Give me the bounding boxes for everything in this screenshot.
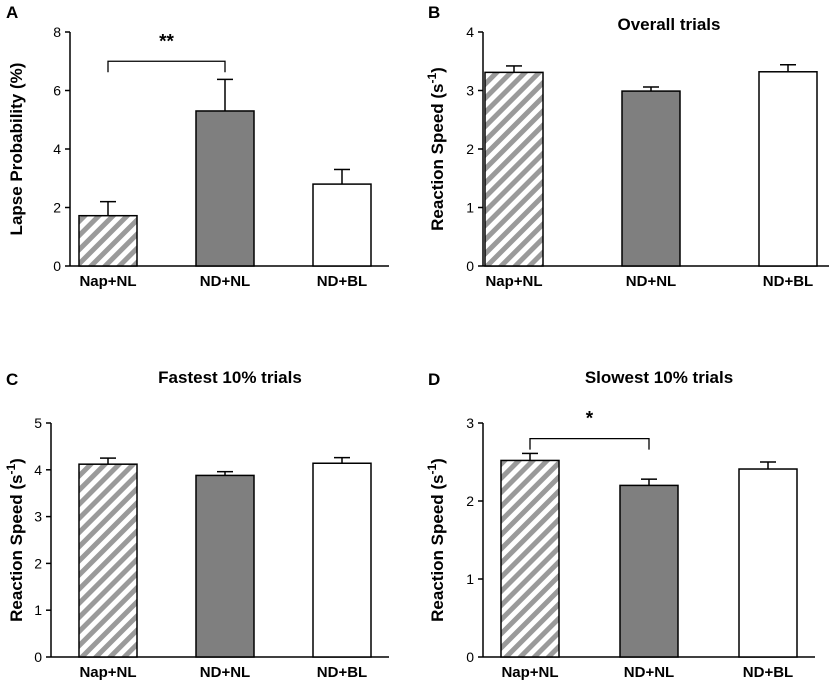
y-axis-label-superscript: -1 — [425, 72, 439, 83]
category-label: ND+BL — [763, 273, 813, 290]
panel-c: C Fastest 10% trials 0 1 2 3 4 5 Reaction Speed … — [4, 368, 389, 681]
category-label: Nap+NL — [79, 273, 136, 290]
panel-d: D Slowest 10% trials 0 1 2 3 Reaction Speed (s… — [425, 368, 815, 681]
category-label: ND+NL — [200, 664, 250, 681]
y-axis-label-text: Reaction Speed (s — [7, 474, 26, 621]
bar-nap-nl — [484, 71, 544, 267]
panel-b: B Overall trials 0 1 2 3 4 Reaction Speed (s-1)… — [425, 3, 829, 290]
category-label: ND+NL — [626, 273, 676, 290]
bar-nd-bl — [738, 468, 798, 658]
y-tick-label: 2 — [53, 200, 61, 216]
y-axis-label: Reaction Speed (s-1) — [4, 458, 26, 622]
y-tick-label: 0 — [466, 649, 474, 665]
panel-label: C — [6, 370, 18, 389]
y-tick-label: 3 — [466, 415, 474, 431]
y-tick-label: 2 — [34, 555, 42, 571]
significance-marker: ** — [159, 31, 174, 52]
significance-marker: * — [586, 409, 594, 430]
category-label: Nap+NL — [485, 273, 542, 290]
y-axis-label-close: ) — [428, 458, 447, 464]
category-label: ND+NL — [200, 273, 250, 290]
y-axis-label: Reaction Speed (s-1) — [425, 458, 447, 622]
y-axis-label: Reaction Speed (s-1) — [425, 67, 447, 231]
panel-label: B — [428, 3, 440, 22]
category-label: ND+BL — [317, 273, 367, 290]
y-tick-label: 4 — [466, 24, 474, 40]
y-tick-label: 1 — [466, 200, 474, 216]
y-axis-label-close: ) — [7, 458, 26, 464]
y-tick-label: 1 — [466, 571, 474, 587]
bar-nd-bl — [312, 183, 372, 267]
category-label: Nap+NL — [79, 664, 136, 681]
y-tick-label: 1 — [34, 602, 42, 618]
y-tick-label: 5 — [34, 415, 42, 431]
category-label: ND+NL — [624, 664, 674, 681]
significance-bracket — [529, 437, 650, 450]
bar-nd-nl — [621, 90, 681, 267]
y-axis-label: Lapse Probability (%) — [7, 63, 26, 236]
bar-nd-bl — [312, 462, 372, 658]
y-tick-label: 8 — [53, 24, 61, 40]
bar-nap-nl — [78, 214, 138, 267]
y-tick-label: 4 — [34, 462, 42, 478]
y-axis-label-text: Reaction Speed (s — [428, 474, 447, 621]
chart-title: Fastest 10% trials — [158, 368, 302, 387]
category-label: ND+BL — [317, 664, 367, 681]
y-axis-label-text: Lapse Probability (%) — [7, 63, 26, 236]
bar-nd-bl — [758, 71, 818, 267]
y-axis-label-text: Reaction Speed (s — [428, 83, 447, 230]
bar-nap-nl — [78, 463, 138, 658]
category-label: Nap+NL — [501, 664, 558, 681]
panel-label: A — [6, 3, 18, 22]
y-tick-label: 2 — [466, 141, 474, 157]
y-tick-label: 0 — [53, 258, 61, 274]
y-axis-label-superscript: -1 — [425, 463, 439, 474]
y-axis-label-close: ) — [428, 67, 447, 73]
bar-nd-nl — [195, 474, 255, 658]
y-tick-label: 0 — [466, 258, 474, 274]
category-label: ND+BL — [743, 664, 793, 681]
y-tick-label: 6 — [53, 83, 61, 99]
significance-bracket — [107, 60, 226, 73]
y-axis-label-superscript: -1 — [4, 463, 18, 474]
y-tick-label: 0 — [34, 649, 42, 665]
panel-a: A 0 2 4 6 8 Lapse Probability (%) Nap+NL ND+NL ND… — [6, 3, 389, 290]
bar-nd-nl — [619, 484, 679, 658]
y-tick-label: 3 — [466, 83, 474, 99]
bar-nd-nl — [195, 110, 255, 267]
bar-nap-nl — [500, 459, 560, 658]
y-tick-label: 4 — [53, 141, 61, 157]
panel-label: D — [428, 370, 440, 389]
y-tick-label: 3 — [34, 509, 42, 525]
chart-title: Slowest 10% trials — [585, 368, 733, 387]
chart-title: Overall trials — [617, 15, 720, 34]
y-tick-label: 2 — [466, 493, 474, 509]
